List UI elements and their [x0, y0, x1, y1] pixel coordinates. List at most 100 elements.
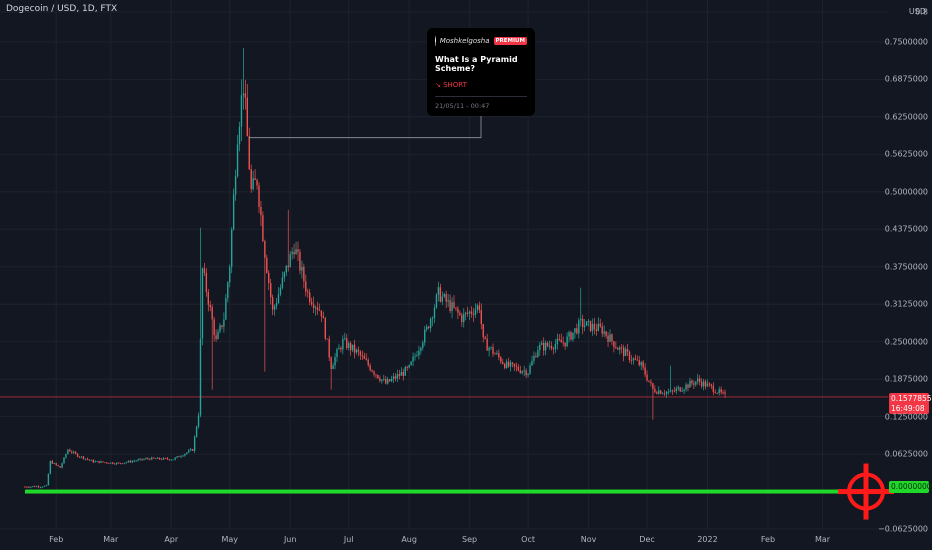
- candle-body: [587, 320, 590, 322]
- candle-body: [371, 370, 373, 372]
- candle-body: [654, 389, 656, 393]
- candle-body: [439, 287, 442, 302]
- candle-body: [357, 349, 360, 352]
- candle-body: [299, 251, 301, 271]
- candle-body: [523, 370, 525, 372]
- candle-body: [279, 287, 282, 295]
- candle-body: [414, 355, 416, 357]
- candle-body: [242, 93, 245, 96]
- idea-direction: ↘ SHORT: [435, 81, 467, 89]
- candle-body: [256, 179, 258, 186]
- candle-body: [24, 486, 26, 488]
- candle-body: [564, 342, 566, 347]
- candle-body: [209, 304, 211, 308]
- x-tick-label: Aug: [401, 535, 417, 544]
- idea-card[interactable]: Moshkelgosha PREMIUM What Is a Pyramid S…: [427, 28, 535, 116]
- candle-body: [634, 358, 637, 360]
- candle-body: [63, 457, 65, 464]
- candle-body: [238, 126, 241, 145]
- candle-body: [221, 325, 223, 327]
- candle-body: [599, 323, 601, 327]
- candle-body: [392, 376, 395, 379]
- x-tick-label: 2022: [697, 535, 718, 544]
- candle-body: [490, 347, 492, 348]
- candle-body: [205, 272, 208, 293]
- candle-body: [459, 312, 461, 315]
- y-tick-label: 0.8: [915, 7, 928, 17]
- candle-body: [250, 169, 252, 190]
- y-tick-label: 0.7500000: [884, 37, 928, 47]
- candle-body: [139, 458, 141, 460]
- premium-badge: PREMIUM: [493, 37, 527, 45]
- candle-body: [106, 462, 108, 464]
- candle-body: [355, 349, 358, 353]
- candle-body: [248, 136, 250, 170]
- currency-label[interactable]: USD: [908, 7, 926, 16]
- candle-body: [665, 391, 668, 394]
- candle-body: [381, 379, 383, 381]
- candle-body: [117, 462, 120, 464]
- candle-body: [488, 347, 490, 351]
- candle-body: [517, 366, 520, 371]
- candle-body: [69, 449, 71, 452]
- candle-body: [310, 301, 313, 305]
- candle-body: [273, 306, 276, 310]
- candle-body: [351, 344, 354, 351]
- candle-body: [652, 383, 654, 390]
- idea-header: Moshkelgosha PREMIUM: [435, 36, 527, 46]
- candle-body: [94, 461, 96, 463]
- candle-body: [621, 347, 623, 349]
- candle-body: [215, 335, 217, 340]
- candle-body: [285, 265, 287, 273]
- candle-body: [677, 387, 679, 389]
- candle-body: [26, 486, 28, 488]
- candle-body: [505, 361, 508, 368]
- candle-body: [619, 347, 621, 350]
- candle-body: [369, 365, 371, 371]
- candle-body: [231, 229, 233, 267]
- candle-body: [453, 302, 455, 308]
- candle-body: [297, 249, 299, 252]
- idea-title[interactable]: What Is a Pyramid Scheme?: [435, 55, 518, 73]
- candle-body: [92, 459, 94, 463]
- candle-body: [474, 309, 477, 315]
- candle-body: [418, 350, 420, 356]
- candle-body: [211, 307, 213, 320]
- candle-body: [470, 311, 473, 314]
- candle-body: [170, 459, 172, 461]
- candle-body: [632, 358, 635, 361]
- candle-body: [624, 349, 627, 357]
- candle-body: [67, 449, 69, 455]
- candle-body: [43, 485, 46, 487]
- candle-body: [529, 365, 531, 374]
- candle-body: [119, 462, 122, 464]
- candle-body: [568, 332, 570, 337]
- y-tick-label: 0.2500000: [884, 337, 928, 347]
- candle-body: [541, 342, 543, 345]
- candles: [24, 47, 726, 489]
- candle-body: [223, 319, 225, 327]
- candle-body: [589, 320, 592, 331]
- candle-body: [349, 343, 352, 351]
- candle-body: [291, 251, 293, 255]
- candle-body: [104, 462, 106, 464]
- candle-body: [724, 392, 726, 394]
- candle-body: [402, 371, 404, 376]
- candle-body: [39, 486, 42, 488]
- symbol-title: Dogecoin / USD, 1D, FTX: [6, 4, 118, 14]
- candle-body: [197, 415, 200, 427]
- candle-body: [511, 362, 514, 364]
- crosshair-target-icon: [838, 463, 894, 520]
- candle-body: [100, 461, 102, 463]
- candle-body: [441, 296, 443, 302]
- candle-body: [661, 393, 664, 395]
- candle-body: [156, 457, 159, 459]
- idea-date: 21/05/11 - 00:47: [435, 102, 490, 110]
- candle-body: [184, 453, 186, 456]
- candle-body: [84, 458, 87, 460]
- candle-body: [264, 241, 266, 258]
- candle-body: [121, 463, 124, 465]
- idea-divider: [435, 96, 527, 97]
- idea-author[interactable]: Moshkelgosha: [439, 37, 490, 45]
